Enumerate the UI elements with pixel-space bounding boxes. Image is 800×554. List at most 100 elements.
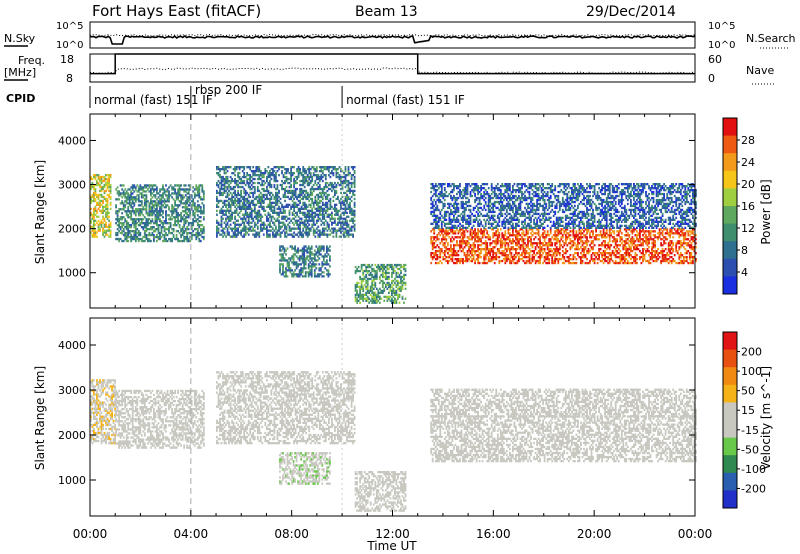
echo-cell: [329, 273, 331, 276]
echo-cell: [439, 259, 442, 263]
echo-cell: [481, 230, 484, 233]
echo-cell: [381, 279, 384, 283]
echo-cell: [306, 257, 309, 260]
echo-cell: [180, 218, 182, 221]
echo-cell: [196, 206, 199, 209]
echo-cell: [282, 221, 285, 224]
echo-cell: [340, 227, 342, 230]
echo-cell: [527, 230, 529, 233]
echo-cell: [240, 177, 242, 181]
echo-cell: [94, 205, 97, 208]
echo-cell: [347, 189, 350, 193]
echo-cell: [353, 175, 356, 179]
echo-cell: [305, 219, 308, 222]
echo-cell: [127, 230, 130, 233]
echo-cell: [346, 219, 348, 222]
echo-cell: [162, 233, 164, 237]
echo-cell: [284, 215, 286, 218]
echo-cell: [142, 235, 145, 239]
echo-cell: [231, 227, 233, 230]
echo-cell: [329, 181, 332, 185]
echo-cell: [275, 193, 277, 197]
echo-cell: [160, 208, 163, 211]
echo-cell: [375, 293, 378, 296]
echo-cell: [356, 293, 358, 296]
echo-cell: [504, 230, 507, 233]
echo-cell: [558, 248, 561, 251]
echo-cell: [505, 236, 508, 239]
echo-cell: [357, 281, 360, 285]
echo-cell: [492, 256, 495, 259]
echo-cell: [178, 188, 181, 191]
echo-cell: [392, 287, 395, 290]
echo-cell: [256, 213, 259, 216]
echo-cell: [434, 258, 437, 261]
echo-cell: [231, 201, 233, 204]
echo-cell: [504, 244, 507, 247]
echo-cell: [564, 242, 567, 245]
echo-cell: [103, 235, 106, 238]
echo-cell: [246, 231, 249, 234]
echo-cell: [278, 223, 280, 226]
echo-cell: [352, 217, 354, 220]
echo-cell: [315, 207, 318, 210]
echo-cell: [178, 224, 181, 227]
echo-cell: [392, 291, 395, 294]
echo-cell: [320, 177, 323, 181]
echo-cell: [150, 226, 152, 229]
echo-cell: [278, 195, 280, 199]
echo-cell: [587, 230, 590, 233]
echo-cell: [306, 231, 309, 234]
echo-cell: [303, 221, 306, 224]
echo-cell: [363, 269, 366, 273]
echo-cell: [495, 254, 498, 257]
echo-cell: [608, 236, 611, 239]
echo-cell: [137, 194, 140, 197]
echo-cell: [223, 187, 226, 191]
echo-cell: [316, 275, 319, 278]
echo-cell: [175, 233, 178, 237]
echo-cell: [269, 199, 271, 203]
echo-cell: [264, 213, 267, 216]
echo-cell: [533, 250, 535, 253]
echo-cell: [145, 233, 148, 237]
echo-cell: [447, 230, 449, 233]
echo-cell: [397, 271, 399, 275]
echo-cell: [225, 217, 227, 220]
echo-cell: [554, 261, 557, 265]
echo-cell: [201, 231, 204, 235]
echo-cell: [291, 235, 294, 238]
echo-cell: [253, 189, 256, 193]
echo-cell: [270, 191, 273, 195]
echo-cell: [273, 174, 276, 177]
echo-cell: [187, 237, 190, 241]
echo-cell: [493, 232, 496, 235]
echo-cell: [159, 220, 161, 223]
echo-cell: [512, 230, 514, 233]
echo-cell: [266, 197, 268, 201]
echo-cell: [622, 244, 625, 247]
echo-cell: [186, 198, 189, 201]
echo-cell: [109, 233, 112, 236]
echo-cell: [625, 234, 628, 237]
echo-cell: [322, 271, 325, 274]
echo-cell: [223, 209, 226, 212]
echo-cell: [226, 177, 229, 181]
echo-cell: [226, 229, 229, 232]
echo-cell: [478, 238, 481, 241]
echo-cell: [284, 189, 286, 193]
echo-cell: [305, 189, 308, 193]
echo-cell: [299, 187, 301, 191]
echo-cell: [243, 179, 246, 183]
echo-cell: [534, 236, 537, 239]
echo-cell: [202, 208, 205, 211]
echo-cell: [436, 250, 439, 253]
echo-cell: [326, 245, 328, 248]
echo-cell: [466, 242, 469, 245]
echo-cell: [143, 190, 146, 193]
echo-cell: [148, 231, 151, 235]
echo-cell: [134, 214, 137, 217]
echo-cell: [398, 275, 401, 279]
echo-cell: [174, 210, 176, 213]
echo-cell: [593, 259, 596, 263]
